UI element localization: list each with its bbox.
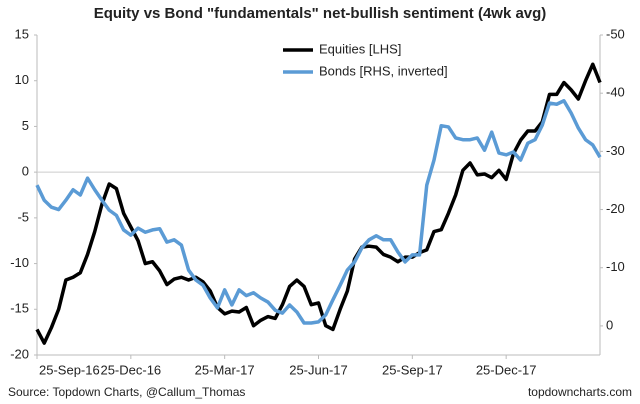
- y-tick-label: -15: [10, 301, 29, 316]
- x-tick-label: 25-Dec-17: [476, 362, 537, 377]
- chart-title: Equity vs Bond "fundamentals" net-bullis…: [94, 5, 547, 22]
- y2-tick-label: -10: [606, 259, 625, 274]
- legend-label: Bonds [RHS, inverted]: [319, 63, 448, 78]
- y-tick-label: 0: [22, 164, 29, 179]
- y-tick-label: 5: [22, 118, 29, 133]
- series-line: [35, 99, 602, 325]
- x-tick-label: 25-Sep-16: [39, 362, 100, 377]
- source: Source: Topdown Charts, @Callum_Thomas: [8, 385, 245, 399]
- y-tick-label: -5: [17, 209, 29, 224]
- x-tick-label: 25-Sep-17: [382, 362, 443, 377]
- y-tick-label: -10: [10, 255, 29, 270]
- y-tick-label: 10: [15, 72, 29, 87]
- y2-tick-label: 0: [606, 317, 613, 332]
- y-tick-label: 15: [15, 26, 29, 41]
- legend-label: Equities [LHS]: [319, 41, 401, 56]
- x-tick-label: 25-Dec-16: [100, 362, 161, 377]
- x-tick-label: 25-Jun-17: [289, 362, 348, 377]
- y2-tick-label: -40: [606, 85, 625, 100]
- y-tick-label: -20: [10, 346, 29, 361]
- y2-tick-label: -50: [606, 26, 625, 41]
- y2-tick-label: -20: [606, 201, 625, 216]
- watermark: topdowncharts.com: [528, 385, 632, 399]
- series-line: [35, 62, 602, 345]
- x-tick-label: 25-Mar-17: [195, 362, 255, 377]
- y2-tick-label: -30: [606, 143, 625, 158]
